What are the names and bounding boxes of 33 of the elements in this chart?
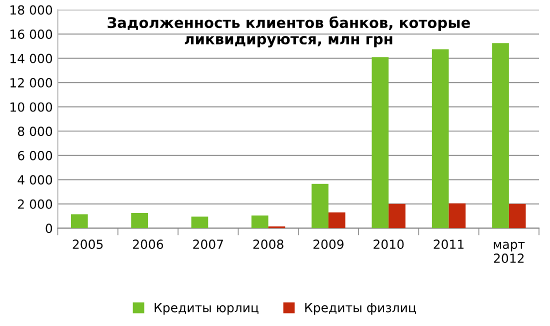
y-tick-label: 4 000 [18,175,52,185]
x-tick-label: 2006 [132,240,164,249]
bar [508,204,526,228]
x-tick-label: 2011 [434,240,464,249]
bar [448,203,466,228]
y-tick-label: 0 [46,224,52,234]
y-tick-label: 2 000 [18,199,52,209]
bar [312,184,328,228]
bar [388,204,406,228]
x-tick-label: 2008 [253,240,284,249]
legend-label: Кредиты юрлиц [154,303,258,315]
bar [251,215,268,228]
x-tick-label: 2009 [313,240,344,249]
legend-label: Кредиты физлиц [305,303,416,315]
y-tick-label: 18 000 [10,5,52,15]
bar [372,57,389,228]
y-tick-label: 6 000 [18,150,52,160]
x-tick-label: 2007 [193,240,223,249]
y-tick-label: 14 000 [10,54,52,64]
bar [191,216,208,228]
bar [492,43,509,228]
y-tick-label: 8 000 [18,126,52,136]
x-tick-label: 2005 [72,240,103,249]
text: Задолженность клиентов банков, которые ликвидируются, млн грн [108,16,470,48]
y-tick-label: 16 000 [10,30,52,39]
x-tick-label: 2010 [374,240,404,249]
y-tick-label: 12 000 [10,78,52,88]
bar [432,49,449,228]
y-tick-label: 10 000 [10,102,52,112]
bar [328,212,346,228]
bar [70,214,88,228]
bar [131,213,148,228]
x-tick-label: март 2012 [494,242,525,263]
